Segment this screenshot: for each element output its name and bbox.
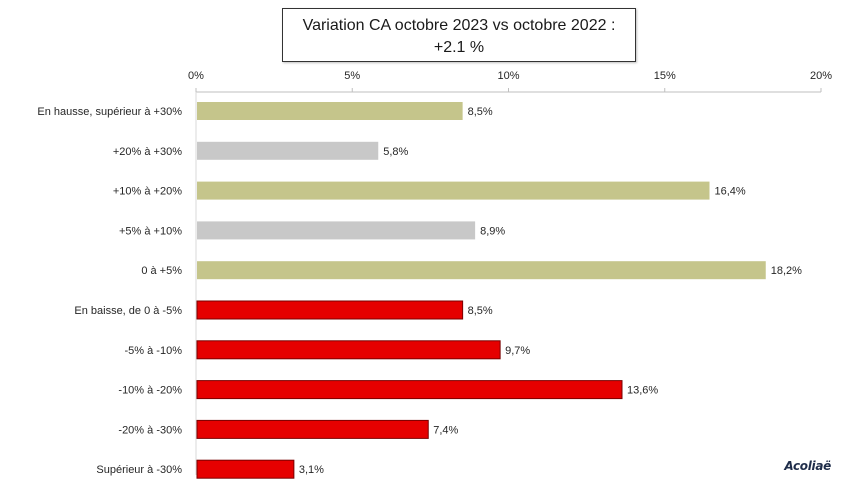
bar <box>197 261 766 280</box>
brand-watermark: Acoliaë <box>784 459 831 473</box>
category-label: -5% à -10% <box>125 345 183 357</box>
x-tick-label: 20% <box>810 70 832 82</box>
category-label: -10% à -20% <box>118 385 182 397</box>
category-label: 0 à +5% <box>141 265 182 277</box>
bar <box>197 181 710 200</box>
bar <box>197 221 476 240</box>
x-tick-label: 15% <box>654 70 676 82</box>
data-label: 16,4% <box>715 186 746 198</box>
category-label: En baisse, de 0 à -5% <box>74 305 182 317</box>
category-label: +10% à +20% <box>113 186 182 198</box>
category-label: +20% à +30% <box>113 146 182 158</box>
category-label: En hausse, supérieur à +30% <box>37 106 182 118</box>
bar <box>196 419 429 439</box>
bar <box>196 380 623 400</box>
data-label: 8,5% <box>468 106 493 118</box>
chart-title: Variation CA octobre 2023 vs octobre 202… <box>302 17 616 34</box>
data-label: 18,2% <box>771 265 802 277</box>
data-label: 13,6% <box>627 385 658 397</box>
x-tick-label: 10% <box>497 70 519 82</box>
data-label: 3,1% <box>299 464 324 476</box>
chart-title-box: Variation CA octobre 2023 vs octobre 202… <box>282 8 636 62</box>
bar <box>197 102 463 120</box>
category-label: +5% à +10% <box>119 225 182 237</box>
bar <box>196 300 464 320</box>
bar <box>196 340 501 360</box>
category-label: -20% à -30% <box>118 424 182 436</box>
data-label: 7,4% <box>433 424 458 436</box>
bar <box>197 141 379 160</box>
bar <box>196 459 295 479</box>
data-label: 8,9% <box>480 225 505 237</box>
category-label: Supérieur à -30% <box>96 464 182 476</box>
data-label: 8,5% <box>468 305 493 317</box>
chart-subtitle: +2.1 % <box>433 39 485 56</box>
x-tick-label: 5% <box>344 70 360 82</box>
x-tick-label: 0% <box>188 70 204 82</box>
data-label: 5,8% <box>383 146 408 158</box>
data-label: 9,7% <box>505 345 530 357</box>
